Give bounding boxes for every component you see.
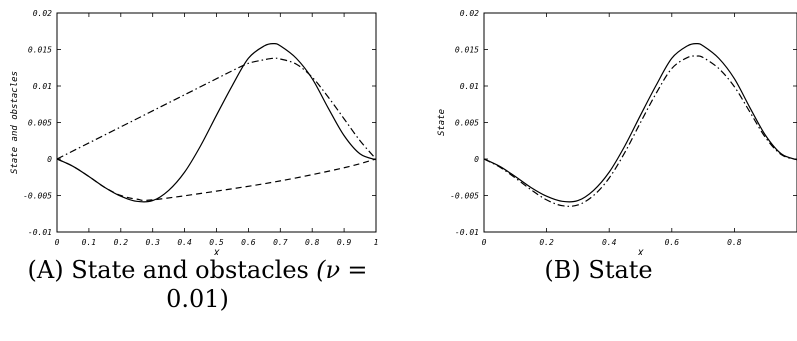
y-tick-label: 0.015 — [455, 46, 479, 55]
caption-a-word-4: = — [347, 256, 367, 285]
caption-a: (A) State and obstacles (ν = 0.01) — [0, 256, 395, 314]
series-line-solid — [484, 44, 797, 202]
plot-frame — [57, 13, 376, 232]
y-tick-label: 0 — [47, 155, 52, 164]
x-tick-label: 0.3 — [145, 238, 160, 247]
caption-a-word-2: obstacles — [195, 256, 309, 285]
x-tick-label: 0.4 — [602, 238, 617, 247]
caption-a-word-1: and — [143, 256, 188, 285]
x-tick-label: 0 — [55, 238, 60, 247]
y-tick-label: 0.02 — [460, 9, 479, 18]
caption-b-tag: (B) — [544, 256, 580, 284]
x-tick-label: 0.6 — [665, 238, 680, 247]
x-tick-label: 0.2 — [539, 238, 554, 247]
x-tick-label: 0.2 — [114, 238, 129, 247]
y-tick-label: -0.01 — [28, 228, 52, 237]
x-axis-label: X — [213, 249, 220, 255]
x-tick-label: 1 — [374, 238, 379, 247]
x-tick-label: 0.6 — [241, 238, 256, 247]
x-tick-label: 0.8 — [727, 238, 742, 247]
y-tick-label: 0.01 — [33, 82, 52, 91]
y-tick-label: 0.005 — [455, 119, 479, 128]
x-tick-label: 0.1 — [82, 238, 96, 247]
x-axis-label: X — [637, 249, 644, 255]
y-tick-label: -0.01 — [455, 228, 479, 237]
caption-a-tag: (A) — [28, 256, 64, 284]
y-tick-label: 0.005 — [28, 119, 52, 128]
series-line-solid — [57, 44, 376, 202]
series-line-dashed — [57, 159, 376, 200]
caption-a-line2: 0.01) — [0, 285, 395, 314]
y-axis-label: State — [437, 109, 447, 136]
x-tick-label: 0.8 — [305, 238, 320, 247]
x-tick-label: 0 — [482, 238, 487, 247]
caption-b: (B) State — [400, 256, 797, 285]
x-tick-label: 0.7 — [273, 238, 288, 247]
chart-a-svg: 0 0.1 0.2 0.3 0.4 0.5 0.6 0.7 0.8 0.9 1 -0.01 -0.005… — [0, 0, 400, 255]
caption-a-word-0: State — [71, 256, 135, 284]
y-axis-label: State and obstacles — [10, 71, 20, 174]
caption-b-text: State — [588, 256, 652, 284]
y-tick-label: 0.01 — [460, 82, 479, 91]
y-tick-label: -0.005 — [23, 192, 52, 201]
caption-a-word-3: (ν — [316, 256, 340, 285]
chart-b-svg: 0 0.2 0.4 0.6 0.8 -0.01 -0.005 0 0.005 0.01 0.015 0… — [400, 0, 797, 255]
y-tick-label: 0 — [474, 155, 479, 164]
y-tick-label: 0.015 — [28, 46, 52, 55]
caption-a-line1: (A) State and obstacles (ν = — [28, 256, 368, 285]
x-tick-label: 0.5 — [209, 238, 224, 247]
series-line-dash-dot — [484, 56, 797, 206]
x-tick-label: 0.4 — [177, 238, 192, 247]
x-tick-label: 0.9 — [337, 238, 352, 247]
y-tick-label: 0.02 — [33, 9, 52, 18]
chart-panel-b: 0 0.2 0.4 0.6 0.8 -0.01 -0.005 0 0.005 0.01 0.015 0… — [400, 0, 797, 341]
y-tick-label: -0.005 — [450, 192, 479, 201]
